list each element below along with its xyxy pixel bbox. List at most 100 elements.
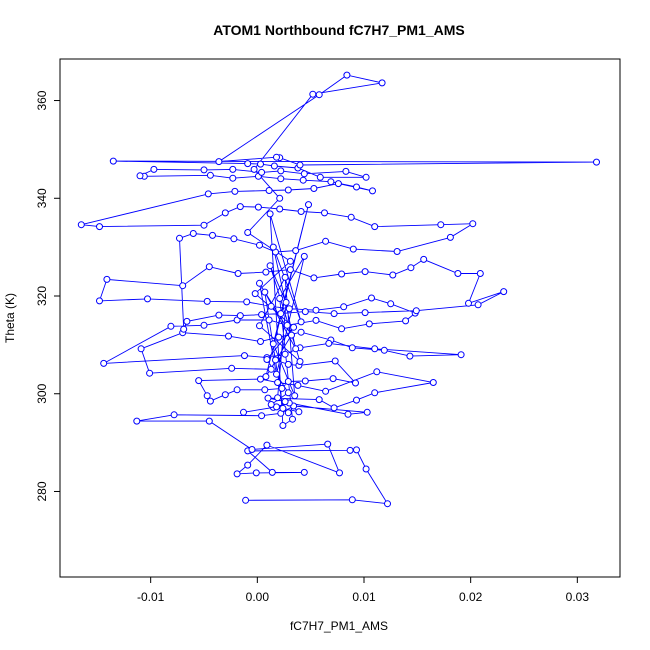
data-point	[276, 295, 284, 302]
plot-frame	[59, 58, 621, 578]
chart-title: ATOM1 Northbound fC7H7_PM1_AMS	[213, 22, 465, 38]
data-point	[309, 90, 317, 98]
data-point	[284, 389, 292, 397]
data-point	[221, 209, 229, 217]
data-point	[373, 368, 381, 376]
data-point	[269, 243, 277, 251]
data-point	[257, 338, 264, 345]
data-point	[96, 297, 103, 305]
data-point	[257, 160, 264, 168]
data-point	[263, 441, 271, 449]
data-point	[315, 396, 323, 404]
data-point	[200, 221, 208, 229]
data-point	[312, 316, 320, 324]
data-point	[365, 320, 373, 328]
data-point	[285, 305, 293, 313]
data-point	[278, 384, 286, 392]
data-point	[368, 294, 375, 302]
data-point	[387, 300, 395, 308]
data-point	[340, 303, 348, 311]
data-point	[292, 247, 300, 255]
data-point	[469, 220, 477, 228]
data-point	[256, 322, 263, 330]
data-point	[252, 469, 260, 477]
data-point	[371, 223, 379, 231]
data-point	[266, 210, 274, 218]
data-point	[234, 270, 242, 277]
data-point	[305, 201, 312, 209]
data-point	[215, 158, 223, 166]
data-point	[225, 332, 232, 340]
x-tick-label: -0.01	[137, 590, 165, 604]
data-point	[321, 209, 328, 217]
data-point	[338, 270, 346, 278]
data-point	[277, 310, 285, 318]
data-point	[279, 404, 287, 412]
data-point	[465, 299, 472, 307]
data-point	[258, 412, 266, 420]
data-point	[338, 325, 346, 333]
data-point	[229, 165, 237, 173]
data-point	[233, 386, 241, 394]
data-point	[346, 446, 354, 454]
data-point	[248, 446, 256, 453]
data-point	[349, 245, 357, 253]
data-point	[262, 268, 270, 276]
data-point	[353, 446, 360, 454]
data-point	[170, 411, 178, 419]
data-point	[236, 203, 244, 211]
data-point	[133, 417, 141, 425]
data-point	[352, 379, 359, 387]
data-point	[344, 410, 352, 418]
data-point	[205, 417, 213, 425]
data-point	[330, 404, 338, 412]
data-point	[327, 178, 335, 186]
data-point	[353, 396, 360, 404]
data-point	[446, 233, 454, 241]
data-point	[457, 351, 465, 359]
x-axis: -0.01 0.00 0.01 0.02 0.03	[137, 577, 589, 604]
data-point	[276, 205, 284, 213]
y-axis: 280 300 320 340 360	[35, 90, 60, 501]
data-point	[96, 223, 103, 231]
data-point	[221, 391, 229, 399]
data-point	[295, 408, 303, 416]
data-point	[176, 234, 183, 242]
data-point	[325, 339, 333, 347]
data-point	[228, 364, 236, 372]
data-point	[244, 160, 252, 168]
data-point	[236, 312, 244, 320]
data-point	[310, 185, 318, 192]
data-point	[296, 161, 304, 169]
data-point	[189, 230, 197, 237]
data-point	[284, 360, 292, 368]
data-point	[243, 298, 251, 306]
data-point	[251, 290, 259, 298]
data-point	[203, 297, 211, 305]
data-point	[316, 173, 324, 181]
data-point	[146, 369, 154, 377]
data-point	[286, 266, 294, 274]
data-point	[297, 318, 305, 326]
data-point	[103, 275, 111, 283]
data-point	[380, 346, 388, 354]
data-point	[474, 301, 482, 309]
data-point	[269, 340, 277, 348]
data-point	[267, 365, 275, 373]
data-point	[300, 252, 308, 260]
data-point	[402, 317, 410, 325]
data-point	[203, 392, 211, 400]
data-point	[209, 231, 216, 239]
data-point	[281, 398, 289, 406]
data-point	[406, 352, 414, 360]
data-point	[244, 229, 252, 236]
data-point	[233, 470, 241, 478]
data-point	[284, 409, 292, 417]
data-point	[334, 180, 342, 188]
data-point	[77, 221, 85, 229]
data-point	[369, 187, 376, 195]
data-point	[393, 248, 401, 255]
data-point	[322, 387, 330, 395]
data-point	[262, 373, 270, 381]
